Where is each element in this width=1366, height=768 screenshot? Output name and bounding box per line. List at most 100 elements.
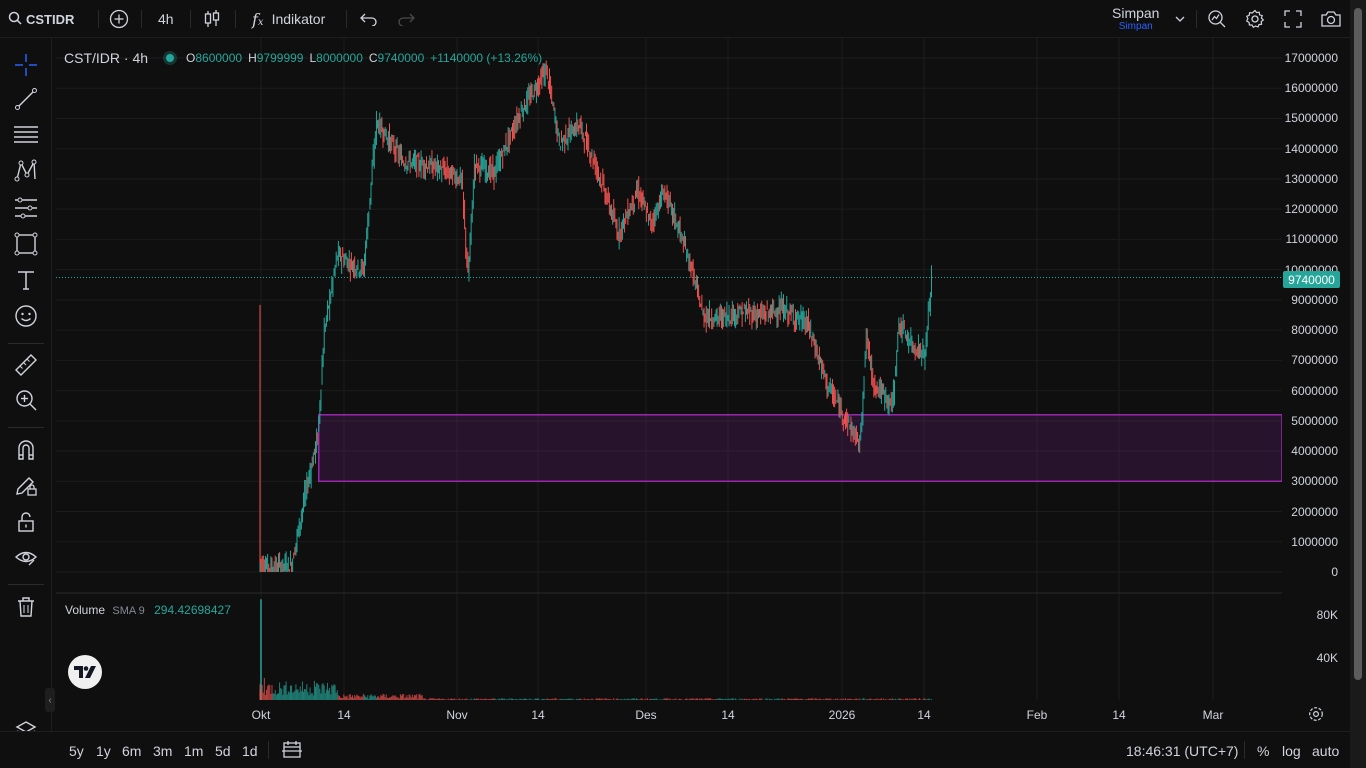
magnet-tool[interactable] [10,436,42,466]
time-tick-label: 14 [917,708,931,722]
volume-legend: Volume SMA 9 294.42698427 [65,603,231,617]
fullscreen-button[interactable] [1284,0,1302,38]
close-label: C [368,51,378,65]
measure-tool[interactable] [10,352,42,382]
chevron-left-icon: ‹ [48,694,52,706]
pencil-lock-icon [14,473,38,502]
tradingview-logo[interactable] [68,655,102,689]
auto-scale-toggle[interactable]: auto [1312,742,1340,759]
last-price-label: 9740000 [1283,271,1340,288]
symbol-search[interactable]: CSTIDR [8,0,74,38]
time-tick-label: 2026 [828,708,856,722]
fib-tool[interactable] [10,122,42,152]
drawing-toolbar [0,38,52,741]
price-tick-label: 6000000 [1291,383,1338,398]
interval-button[interactable]: 4h [158,11,174,27]
crosshair-icon [14,53,38,82]
trend-line-icon [14,87,38,116]
log-scale-toggle[interactable]: log [1282,742,1301,759]
collapse-panel-button[interactable]: ‹ [45,688,55,712]
price-tick-label: 4000000 [1291,444,1338,459]
save-button[interactable]: Simpan Simpan [1112,0,1159,38]
eye-icon [14,545,38,574]
ruler-icon [14,353,38,382]
low-value: 8000000 [316,51,363,65]
time-tick-label: Feb [1026,708,1048,722]
snapshot-button[interactable] [1320,0,1342,38]
market-status-dot [166,54,175,62]
time-tick-label: Mar [1202,708,1224,722]
redo-button[interactable] [397,0,415,38]
time-axis[interactable]: Okt 14 Nov 14 Des 14 2026 14 Feb 14 Mar [56,700,1282,730]
time-tick-label: 14 [1112,708,1126,722]
rectangle-icon [14,232,38,261]
horizontal-lines-icon [13,124,39,151]
range-1d[interactable]: 1d [242,742,258,759]
range-6m[interactable]: 6m [122,742,142,759]
zoom-in-icon [15,389,37,416]
percent-scale-toggle[interactable]: % [1257,742,1270,759]
close-value: 9740000 [377,51,425,65]
save-options-button[interactable] [1174,0,1186,38]
lock-icon [16,511,36,538]
range-5y[interactable]: 5y [69,742,84,759]
price-tick-label: 9000000 [1291,292,1338,307]
price-tick-label: 15000000 [1284,111,1338,126]
zoom-in-tool[interactable] [10,387,42,417]
lock-all-tool[interactable] [10,509,42,539]
volume-tick-label: 80K [1316,608,1338,623]
price-chart[interactable] [56,38,1282,700]
top-toolbar: CSTIDR 4h fx Indikator Simpan Simpan [0,0,1350,38]
high-label: H [248,51,257,65]
time-tick-label: Okt [251,708,271,722]
price-tick-label: 13000000 [1284,171,1338,186]
range-5d[interactable]: 5d [215,742,231,759]
price-axis[interactable]: 17000000 16000000 15000000 14000000 13000000… [1282,38,1350,700]
go-to-date-button[interactable] [282,732,302,768]
range-1y[interactable]: 1y [96,742,111,759]
forecast-tool[interactable] [10,195,42,225]
undo-button[interactable] [360,0,378,38]
function-icon: fx [252,9,264,29]
volume-title: Volume [65,603,106,617]
price-tick-label: 1000000 [1291,534,1338,549]
clock-timezone[interactable]: 18:46:31 (UTC+7) [1126,742,1239,759]
trash-icon [16,596,36,623]
fullscreen-icon [1284,10,1302,28]
chevron-down-icon [1174,15,1186,23]
volume-tick-label: 40K [1316,650,1338,665]
quick-search-button[interactable] [1207,0,1227,38]
text-tool[interactable] [10,267,42,297]
search-icon [8,11,22,28]
compare-add-button[interactable] [109,0,129,38]
range-3m[interactable]: 3m [153,742,173,759]
zoom-chart-icon [1207,9,1227,29]
range-1m[interactable]: 1m [184,742,204,759]
price-tick-label: 0 [1331,565,1338,579]
price-tick-label: 3000000 [1291,474,1338,489]
axis-settings-button[interactable] [1308,700,1324,730]
lock-drawing-mode-tool[interactable] [10,472,42,502]
calendar-icon [282,740,302,761]
pattern-tool[interactable] [10,158,42,188]
text-icon [16,269,36,296]
crosshair-tool[interactable] [10,52,42,82]
redo-icon [397,12,415,26]
time-tick-label: 14 [531,708,545,722]
trend-line-tool[interactable] [10,86,42,116]
chart-type-button[interactable] [203,0,221,38]
price-tick-label: 5000000 [1291,413,1338,428]
remove-drawings-tool[interactable] [10,594,42,624]
high-value: 9799999 [256,51,304,65]
magnet-icon [15,438,37,465]
indicators-button[interactable]: fx Indikator [252,0,325,38]
bottom-toolbar: 5y 1y 6m 3m 1m 5d 1d 18:46:31 (UTC+7) % … [0,731,1350,768]
tv-logo-icon [74,666,96,678]
page-scrollbar-thumb[interactable] [1354,8,1362,680]
hide-drawings-tool[interactable] [10,544,42,574]
settings-button[interactable] [1245,0,1265,38]
price-tick-label: 16000000 [1284,81,1338,96]
emoji-tool[interactable] [10,303,42,333]
volume-sma-label: SMA 9 [112,605,145,617]
shape-tool[interactable] [10,231,42,261]
